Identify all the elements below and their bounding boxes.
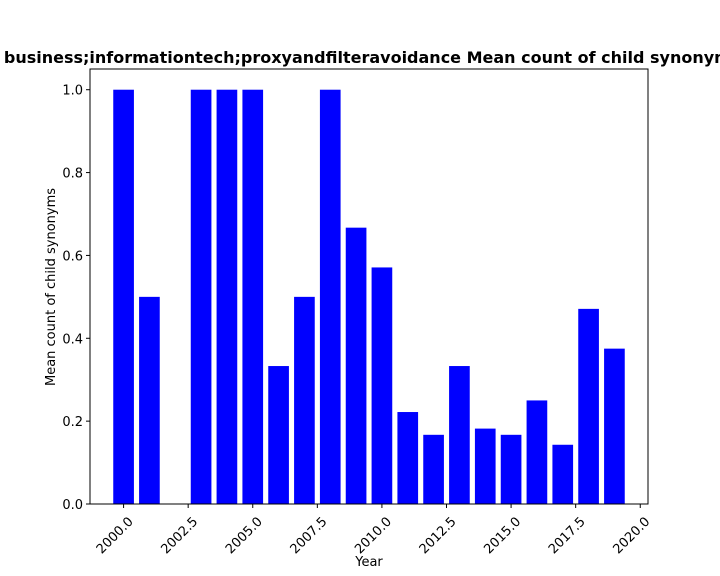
plot-frame	[89, 68, 649, 505]
bar-2007	[294, 296, 315, 504]
x-tick-label: 2017.5	[546, 514, 589, 557]
bar-2008	[319, 89, 341, 505]
x-tick-label: 2010.0	[352, 514, 395, 557]
x-tick-label: 2000.0	[94, 514, 137, 557]
bar-2009	[345, 227, 367, 505]
y-tick-label: 0.6	[62, 249, 83, 264]
bar-2015	[500, 434, 522, 504]
bar-2017	[552, 444, 574, 504]
bars-group	[113, 89, 625, 505]
x-tick-label: 2012.5	[417, 514, 460, 557]
x-tick-label: 2005.0	[223, 514, 266, 557]
bar-2005	[242, 89, 264, 505]
y-tick-label: 0.8	[62, 167, 83, 182]
x-tick-label: 2020.0	[611, 514, 654, 557]
x-axis: 2000.0 2002.5 2005.0 2007.5 2010.0 2012.5 2015…	[94, 504, 653, 557]
bar-2013	[449, 366, 470, 504]
bar-2012	[423, 434, 444, 504]
bar-2006	[268, 366, 289, 504]
chart-title: to business;informationtech;proxyandfilt…	[0, 48, 720, 67]
bar-2014	[474, 428, 496, 504]
y-tick-label: 0.4	[62, 332, 83, 347]
x-tick-label: 2002.5	[158, 514, 201, 557]
y-tick-label: 0.0	[62, 498, 83, 513]
bar-2004	[216, 89, 238, 505]
bar-2010	[371, 267, 393, 504]
bar-2018	[578, 308, 599, 504]
bar-2011	[397, 412, 419, 504]
y-axis: 0.0 0.2 0.4 0.6 0.8 1.0	[62, 84, 90, 513]
y-tick-label: 0.2	[62, 415, 83, 430]
bar-2001	[139, 296, 160, 504]
y-axis-label: Mean count of child synonyms	[44, 188, 59, 386]
bar-2016	[526, 400, 548, 504]
x-tick-label: 2015.0	[481, 514, 524, 557]
y-tick-label: 1.0	[62, 84, 83, 99]
x-axis-label: Year	[354, 555, 383, 570]
bar-2019	[604, 348, 625, 504]
x-tick-label: 2007.5	[288, 514, 331, 557]
bar-2003	[190, 89, 212, 505]
bar-2000	[113, 89, 134, 505]
